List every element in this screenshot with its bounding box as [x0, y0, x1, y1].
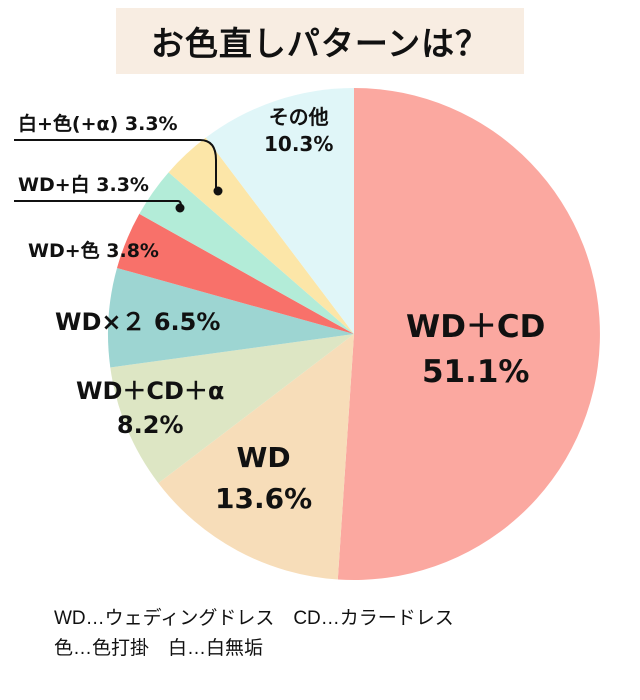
chart-title: お色直しパターンは？: [150, 24, 490, 63]
leader-dot-shiro-iro: [213, 186, 223, 196]
leader-line-shiro-iro: [14, 139, 217, 190]
pie-slice-6: [168, 137, 354, 334]
legend-notes: WD…ウェディングドレス CD…カラードレス 色…色打掛 白…白無垢: [54, 604, 454, 664]
pie-slice-7: [205, 88, 354, 334]
slice-value: 13.6%: [215, 482, 313, 515]
slice-label-wd-cd: WD＋CD 51.1%: [406, 308, 545, 392]
slice-label-wd: WD 13.6%: [215, 440, 312, 516]
slice-label-shiro-iro: 白+色(+α) 3.3%: [18, 113, 178, 135]
slice-label-wd-iro: WD+色 3.8%: [28, 240, 159, 262]
pie-slice-4: [117, 213, 354, 334]
slice-name: WD: [236, 441, 291, 474]
pie-slices: [108, 88, 600, 581]
legend-note-line-1: WD…ウェディングドレス CD…カラードレス: [54, 608, 454, 629]
slice-label-wd-x2: WD×２ 6.5%: [55, 308, 221, 336]
slice-label-wd-shiro: WD+白 3.3%: [18, 174, 149, 196]
chart-title-box: お色直しパターンは？: [116, 8, 524, 74]
pie-slice-3: [108, 268, 355, 368]
slice-name: WD＋CD: [406, 309, 546, 345]
pie-slice-2: [110, 334, 354, 484]
pie-slice-0: [337, 88, 600, 581]
leader-dot-wd-shiro: [175, 203, 185, 213]
slice-value: 8.2%: [116, 411, 184, 439]
pie-slice-1: [158, 334, 354, 580]
slice-value: 51.1%: [421, 353, 530, 390]
slice-label-other: その他 10.3%: [264, 105, 333, 157]
slice-name: その他: [268, 105, 329, 129]
legend-note-line-2: 色…色打掛 白…白無垢: [54, 638, 264, 659]
slice-value: 10.3%: [264, 132, 334, 156]
pie-slice-5: [139, 172, 354, 334]
slice-name: WD＋CD＋α: [76, 377, 225, 405]
slice-label-wd-cd-alpha: WD＋CD＋α 8.2%: [76, 376, 224, 440]
